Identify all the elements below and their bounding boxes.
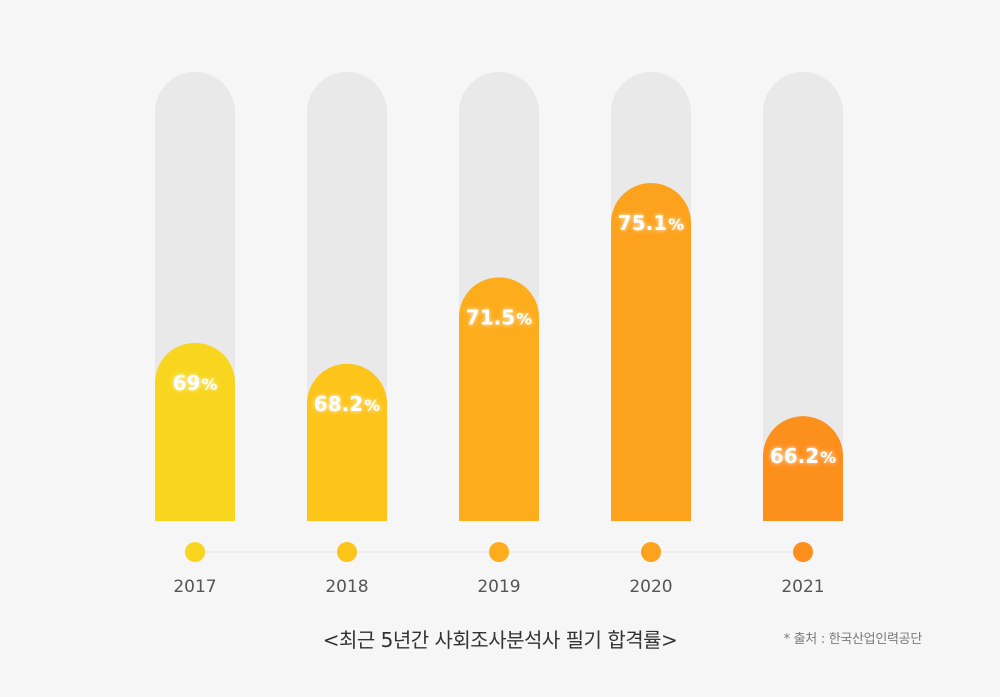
bar — [611, 183, 691, 522]
bar-track — [763, 72, 843, 521]
data-label: 66.2% — [770, 444, 836, 468]
bar-group-2020: 75.1% 2020 — [611, 72, 691, 597]
bar-group-2018: 68.2% 2018 — [307, 72, 387, 597]
timeline-dot — [185, 542, 205, 562]
timeline-dot — [641, 542, 661, 562]
bar — [763, 416, 843, 521]
bar — [155, 342, 235, 521]
bar-group-2021: 66.2% 2021 — [763, 72, 843, 597]
x-tick-label: 2017 — [173, 577, 216, 597]
x-tick-label: 2018 — [325, 577, 368, 597]
bar-group-2019: 71.5% 2019 — [459, 72, 539, 597]
bar — [307, 363, 387, 521]
data-label: 69% — [173, 371, 218, 395]
x-tick-label: 2020 — [629, 577, 672, 597]
data-label: 68.2% — [314, 392, 380, 416]
x-tick-label: 2021 — [781, 577, 824, 597]
source-note: * 출처 : 한국산업인력공단 — [783, 632, 923, 647]
timeline-dot — [793, 542, 813, 562]
chart-title: <최근 5년간 사회조사분석사 필기 합격률> — [322, 628, 678, 652]
x-tick-label: 2019 — [477, 577, 520, 597]
bar — [459, 277, 539, 521]
timeline-dot — [337, 542, 357, 562]
data-label: 71.5% — [466, 305, 532, 329]
bar-group-2017: 69% 2017 — [155, 72, 235, 597]
data-label: 75.1% — [618, 211, 684, 235]
timeline-dot — [489, 542, 509, 562]
